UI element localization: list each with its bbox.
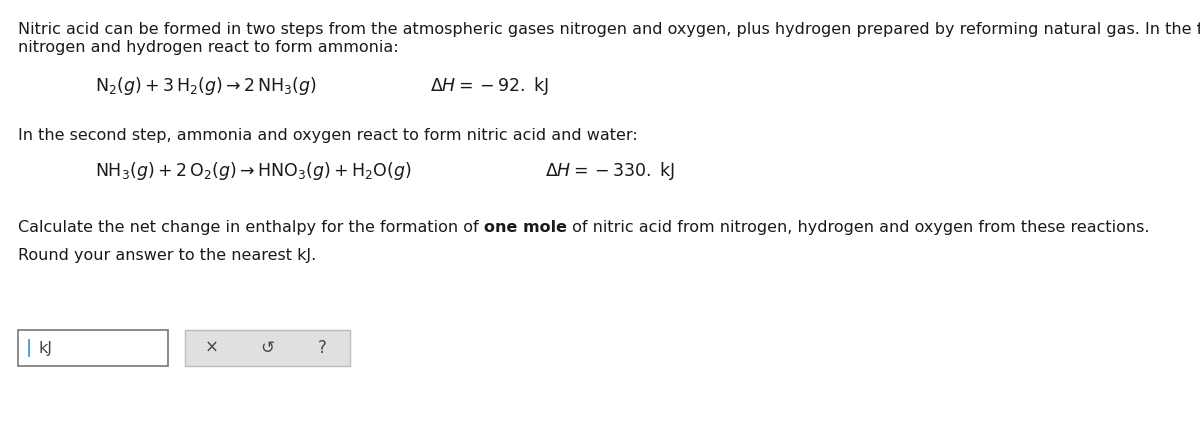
- FancyBboxPatch shape: [18, 330, 168, 366]
- Text: Round your answer to the nearest kJ.: Round your answer to the nearest kJ.: [18, 248, 317, 263]
- Text: ↺: ↺: [260, 339, 274, 357]
- Text: $\Delta H = -330.\;\mathrm{kJ}$: $\Delta H = -330.\;\mathrm{kJ}$: [545, 160, 674, 182]
- Text: one mole: one mole: [484, 220, 566, 235]
- Text: |: |: [26, 339, 32, 357]
- Text: Calculate the net change in enthalpy for the formation of: Calculate the net change in enthalpy for…: [18, 220, 484, 235]
- Text: ?: ?: [318, 339, 326, 357]
- Text: ×: ×: [205, 339, 218, 357]
- Text: In the second step, ammonia and oxygen react to form nitric acid and water:: In the second step, ammonia and oxygen r…: [18, 128, 637, 143]
- Text: kJ: kJ: [38, 340, 52, 355]
- Text: of nitric acid from nitrogen, hydrogen and oxygen from these reactions.: of nitric acid from nitrogen, hydrogen a…: [566, 220, 1150, 235]
- Text: $\mathrm{N_2}(g) + 3\,\mathrm{H_2}(g) \rightarrow 2\,\mathrm{NH_3}(g)$: $\mathrm{N_2}(g) + 3\,\mathrm{H_2}(g) \r…: [95, 75, 317, 97]
- FancyBboxPatch shape: [185, 330, 350, 366]
- Text: Nitric acid can be formed in two steps from the atmospheric gases nitrogen and o: Nitric acid can be formed in two steps f…: [18, 22, 1200, 37]
- Text: $\mathrm{NH_3}(g) + 2\,\mathrm{O_2}(g) \rightarrow \mathrm{HNO_3}(g) + \mathrm{H: $\mathrm{NH_3}(g) + 2\,\mathrm{O_2}(g) \…: [95, 160, 412, 182]
- Text: $\Delta H = -92.\;\mathrm{kJ}$: $\Delta H = -92.\;\mathrm{kJ}$: [430, 75, 548, 97]
- Text: nitrogen and hydrogen react to form ammonia:: nitrogen and hydrogen react to form ammo…: [18, 40, 398, 55]
